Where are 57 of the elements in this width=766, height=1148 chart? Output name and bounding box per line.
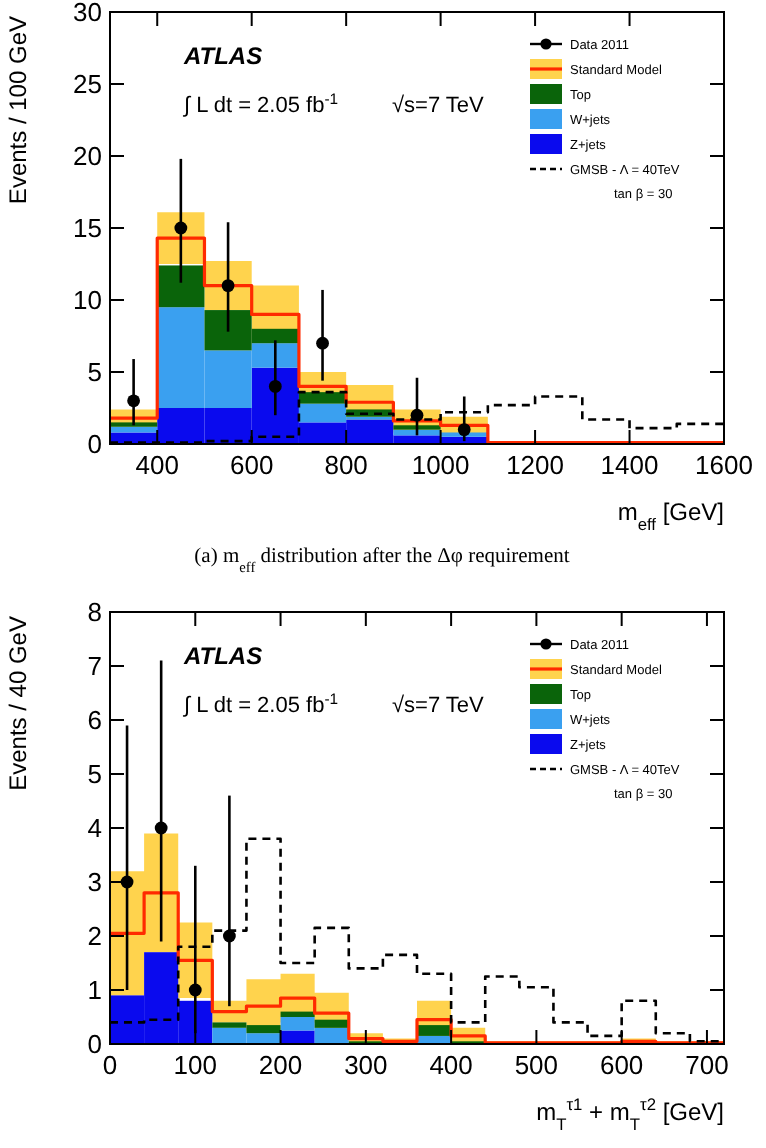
x-tick-label: 200 [258,1050,303,1080]
bar [280,1011,315,1017]
annotation: ATLAS [182,42,263,70]
x-tick-label: 700 [685,1050,729,1080]
x-tick-label: 1400 [600,450,659,480]
y-tick-label: 20 [73,141,102,171]
point [222,929,236,943]
text: (a) m$_{eff}$ distribution after the Δφ requirement [194,546,570,575]
point [457,423,471,436]
y-tick-label: 4 [87,813,102,843]
bar [157,265,205,308]
bar [298,392,347,404]
point [221,279,235,292]
y-tick-label: 7 [87,651,102,681]
point [174,221,188,235]
y-tick-label: 8 [87,597,102,627]
annotation: √s=7 TeV [392,94,486,118]
point [154,821,168,835]
point [410,408,424,422]
point [120,875,134,889]
y-tick-label: 30 [73,0,102,27]
x-tick-label: 800 [324,450,368,480]
x-axis-title: m$_{eff}$ [GeV] [617,498,724,534]
annotation: ∫ L dt = 2.05 fb$^{-1}$ [182,89,339,118]
annotation: ∫ L dt = 2.05 fb$^{-1}$ [182,689,339,718]
x-tick-label: 1600 [695,450,753,480]
y-tick-label: 6 [87,705,102,735]
y-tick-label: 10 [73,285,102,315]
x-tick-label: 1000 [411,450,470,480]
point [268,380,282,393]
bar [417,1025,452,1036]
x-tick-label: 400 [135,450,179,480]
bar [314,1019,349,1028]
y-tick-label: 5 [87,759,102,789]
point [188,983,202,997]
x-tick-label: 300 [344,1050,388,1080]
y-tick-label: 0 [87,1029,102,1059]
y-tick-label: 2 [87,921,102,951]
annotation: ATLAS [182,642,263,670]
y-tick-label: 25 [73,69,102,99]
x-tick-label: 400 [429,1050,473,1080]
point [316,336,329,350]
y-axis-title: Events / 40 GeV [4,616,32,791]
y-tick-label: 1 [87,975,102,1005]
y-axis-title: Events / 100 GeV [4,16,32,205]
y-tick-label: 0 [87,429,102,459]
annotation: √s=7 TeV [392,694,486,718]
y-tick-label: 5 [87,357,102,387]
x-tick-label: 100 [173,1050,217,1080]
x-tick-label: 600 [229,450,274,480]
x-tick-label: 600 [599,1050,644,1080]
y-tick-label: 3 [87,867,102,897]
point [127,394,141,408]
x-tick-label: 1200 [506,450,564,480]
x-axis-title: m$_{T}$$^{τ1}$ + m$_{T}$$^{τ2}$ [GeV] [536,1094,724,1134]
x-tick-label: 500 [514,1050,559,1080]
y-tick-label: 15 [73,213,102,243]
